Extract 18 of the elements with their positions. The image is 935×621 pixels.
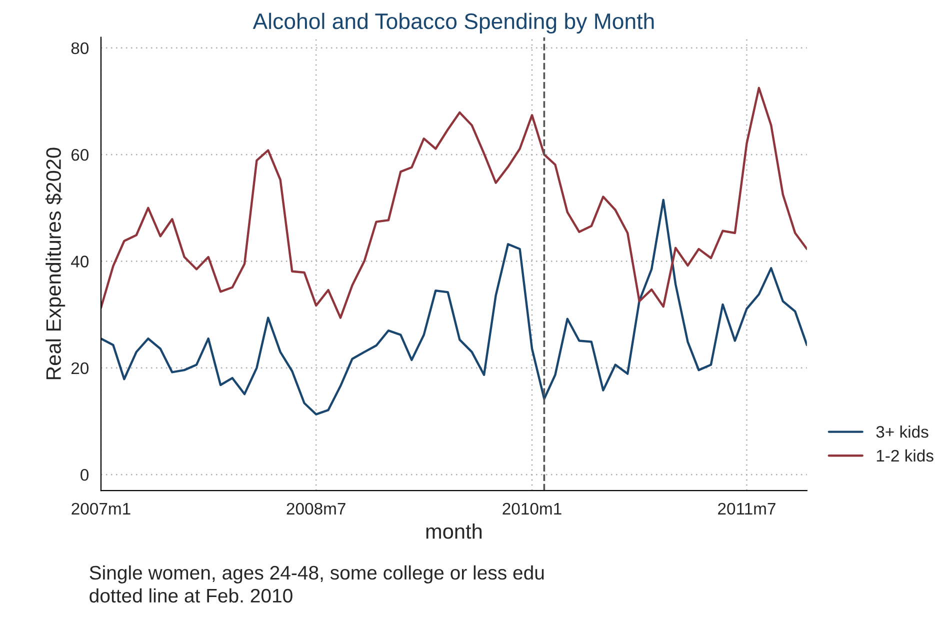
x-tick-label: 2008m7 <box>286 502 346 515</box>
text: dotted line at Feb. 2010 <box>90 588 292 603</box>
x-tick-label: 2011m7 <box>718 502 776 515</box>
y-tick-label: 40 <box>71 256 89 268</box>
legend-label: 3+ kids <box>876 426 928 438</box>
x-axis-title: month <box>426 523 482 539</box>
line-series <box>100 86 807 319</box>
legend-label: 1-2 kids <box>876 449 934 462</box>
text: Single women, ages 24-48, some college or less edu <box>90 565 544 584</box>
chart-title: Alcohol and Tobacco Spending by Month <box>252 12 654 34</box>
y-axis-title: Real Expenditures $2020 <box>45 148 66 380</box>
line-series <box>100 198 807 416</box>
x-tick-label: 2010m1 <box>502 502 562 515</box>
x-tick-label: 2007m1 <box>72 502 130 515</box>
y-tick-label: 20 <box>71 362 89 374</box>
y-tick-label: 0 <box>80 468 89 481</box>
y-tick-label: 80 <box>71 42 89 54</box>
y-tick-label: 60 <box>71 148 89 161</box>
